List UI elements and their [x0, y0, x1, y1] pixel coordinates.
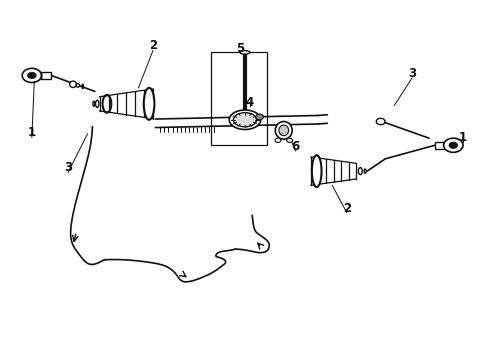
Circle shape — [287, 138, 293, 143]
Ellipse shape — [312, 155, 321, 187]
Ellipse shape — [240, 51, 250, 54]
Ellipse shape — [279, 125, 289, 136]
Ellipse shape — [229, 110, 261, 130]
Bar — [41, 72, 51, 79]
Circle shape — [449, 142, 458, 148]
Circle shape — [22, 68, 42, 82]
Text: 2: 2 — [343, 202, 351, 215]
Circle shape — [376, 118, 385, 125]
Text: 3: 3 — [408, 67, 416, 80]
Ellipse shape — [82, 84, 83, 89]
Bar — [211, 53, 267, 145]
Ellipse shape — [70, 81, 76, 87]
Text: 2: 2 — [149, 39, 157, 52]
Ellipse shape — [96, 100, 99, 107]
Ellipse shape — [233, 113, 257, 127]
Text: 1: 1 — [459, 131, 467, 144]
Ellipse shape — [144, 88, 154, 120]
Ellipse shape — [275, 122, 292, 139]
Circle shape — [27, 72, 36, 78]
Text: 5: 5 — [236, 42, 245, 55]
Ellipse shape — [76, 84, 79, 87]
Text: 4: 4 — [245, 95, 254, 108]
Bar — [435, 142, 445, 149]
Text: 6: 6 — [292, 140, 300, 153]
Text: 3: 3 — [64, 161, 72, 174]
Text: 1: 1 — [28, 126, 36, 139]
Circle shape — [443, 138, 463, 152]
Ellipse shape — [93, 101, 95, 106]
Ellipse shape — [358, 168, 362, 175]
Circle shape — [256, 114, 264, 120]
Ellipse shape — [364, 169, 366, 173]
Circle shape — [275, 138, 281, 143]
